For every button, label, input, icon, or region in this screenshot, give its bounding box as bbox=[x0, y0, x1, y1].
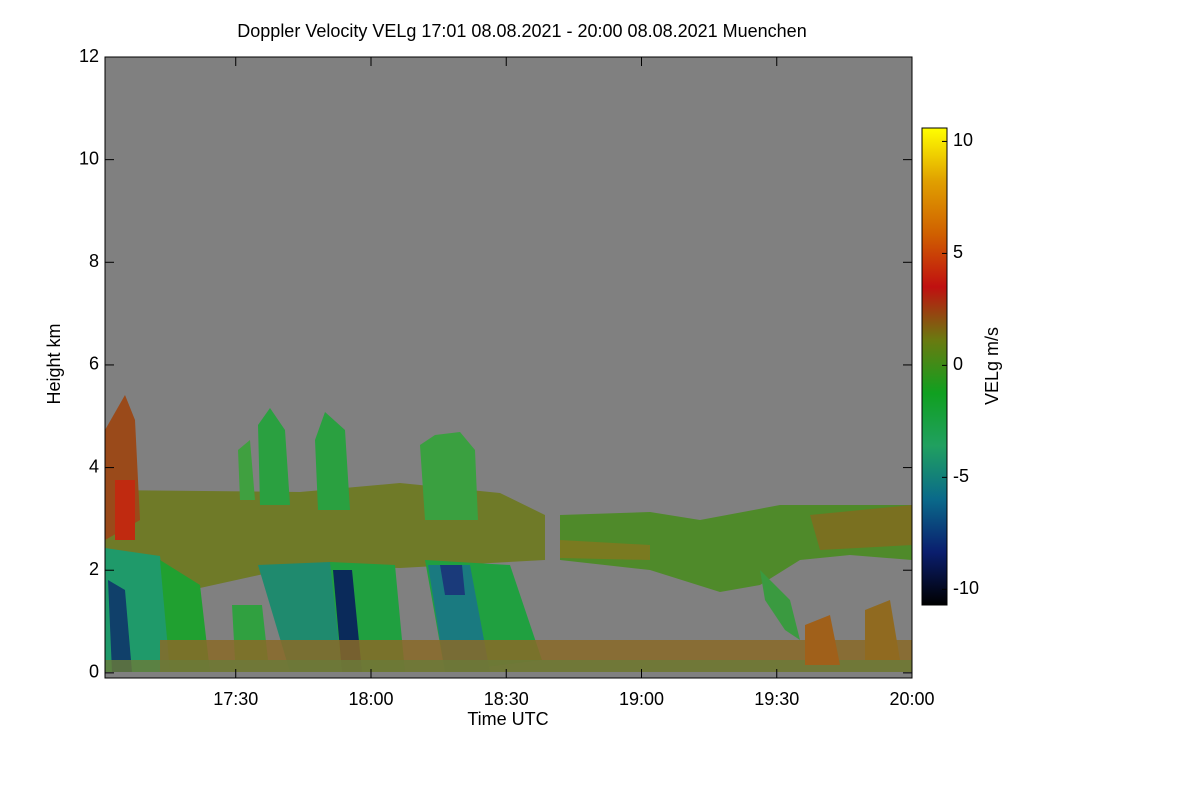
x-tick-label: 18:30 bbox=[484, 689, 529, 709]
colorbar-tick-label: -5 bbox=[953, 466, 969, 486]
colorbar-tick-label: 5 bbox=[953, 242, 963, 262]
echo-region bbox=[760, 570, 800, 640]
echo-region bbox=[108, 580, 132, 672]
chart-title: Doppler Velocity VELg 17:01 08.08.2021 -… bbox=[237, 21, 806, 41]
plot-frame bbox=[104, 56, 913, 679]
echo-region bbox=[805, 615, 840, 665]
colorbar-tick-label: 10 bbox=[953, 130, 973, 150]
echo-region bbox=[560, 540, 650, 560]
x-tick-label: 20:00 bbox=[889, 689, 934, 709]
colorbar-tick-label: 0 bbox=[953, 354, 963, 374]
x-tick-label: 17:30 bbox=[213, 689, 258, 709]
x-axis-label: Time UTC bbox=[467, 709, 548, 729]
echo-region bbox=[440, 565, 465, 595]
echo-region bbox=[258, 408, 290, 505]
y-tick-label: 0 bbox=[89, 662, 99, 682]
echo-layer bbox=[105, 395, 912, 672]
y-tick-label: 4 bbox=[89, 456, 99, 476]
x-tick-label: 18:00 bbox=[348, 689, 393, 709]
colorbar-label: VELg m/s bbox=[982, 327, 1002, 405]
echo-region bbox=[420, 432, 478, 520]
echo-region bbox=[315, 412, 350, 510]
colorbar-tick-label: -10 bbox=[953, 578, 979, 598]
y-tick-label: 2 bbox=[89, 559, 99, 579]
x-tick-label: 19:00 bbox=[619, 689, 664, 709]
echo-region bbox=[105, 660, 912, 672]
echo-region bbox=[865, 600, 900, 660]
x-tick-label: 19:30 bbox=[754, 689, 799, 709]
echo-region bbox=[115, 480, 135, 540]
y-axis-label: Height km bbox=[44, 323, 64, 404]
y-tick-label: 10 bbox=[79, 148, 99, 168]
y-tick-label: 12 bbox=[79, 46, 99, 66]
y-tick-label: 8 bbox=[89, 251, 99, 271]
y-tick-label: 6 bbox=[89, 354, 99, 374]
echo-region bbox=[810, 505, 912, 550]
colorbar bbox=[921, 127, 948, 606]
echo-region bbox=[238, 440, 255, 500]
